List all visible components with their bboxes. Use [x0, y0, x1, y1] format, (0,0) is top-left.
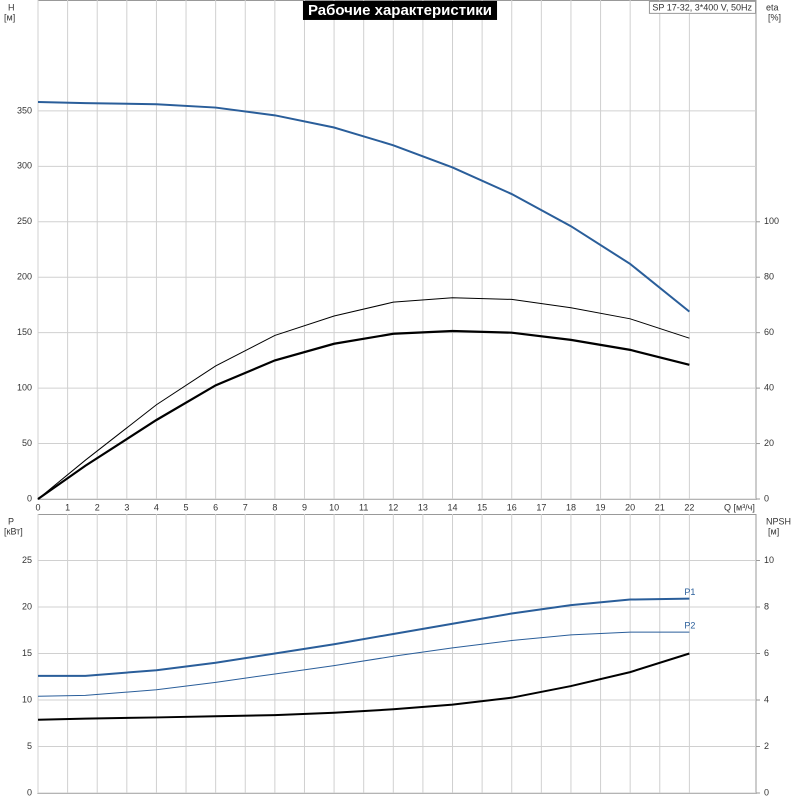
data-line: [37, 101, 691, 313]
x-tick-label: 15: [477, 502, 487, 512]
y-axis-label: H: [8, 2, 15, 12]
x-tick-label: 4: [154, 502, 159, 512]
x-tick-label: 20: [625, 502, 635, 512]
x-tick-label: 6: [213, 502, 218, 512]
x-tick-label: 10: [329, 502, 339, 512]
y-tick-label: 200: [17, 272, 32, 282]
y2-tick-label: 0: [764, 493, 769, 503]
x-tick-label: 13: [418, 502, 428, 512]
data-line: [37, 631, 690, 697]
x-tick-label: 5: [184, 502, 189, 512]
x-axis-label: Q [м³/ч]: [724, 502, 755, 512]
y2-tick-label: 4: [764, 694, 769, 704]
plot-frame: [37, 0, 757, 500]
y2-axis-unit: [%]: [768, 12, 781, 22]
y2-tick-label: 40: [764, 382, 774, 392]
x-tick-label: 11: [359, 502, 368, 512]
x-tick-label: 0: [35, 502, 40, 512]
x-tick-label: 18: [566, 502, 576, 512]
y-tick-label: 25: [22, 555, 32, 565]
x-tick-label: 3: [124, 502, 129, 512]
y-tick-label: 0: [27, 493, 32, 503]
x-tick-label: 22: [684, 502, 694, 512]
y-tick-label: 20: [22, 601, 32, 611]
x-tick-label: 7: [243, 502, 248, 512]
x-tick-label: 9: [302, 502, 307, 512]
y2-tick-label: 20: [764, 438, 774, 448]
series-label: P1: [684, 587, 695, 597]
x-tick-label: 8: [272, 502, 277, 512]
y2-tick-label: 80: [764, 272, 774, 282]
y2-tick-label: 10: [764, 555, 774, 565]
y-tick-label: 150: [17, 327, 32, 337]
x-tick-label: 12: [388, 502, 398, 512]
y2-tick-label: 100: [764, 216, 779, 226]
y2-tick-label: 8: [764, 601, 769, 611]
annotation-box: [648, 0, 756, 14]
y-tick-label: 10: [22, 694, 32, 704]
y-tick-label: 5: [27, 741, 32, 751]
x-tick-label: 19: [596, 502, 606, 512]
data-line: [37, 297, 690, 500]
y-tick-label: 300: [17, 161, 32, 171]
y-tick-label: 15: [22, 648, 32, 658]
x-tick-label: 16: [507, 502, 517, 512]
y-axis-unit: [кВт]: [4, 526, 23, 536]
y-tick-label: 50: [22, 438, 32, 448]
x-tick-label: 1: [65, 502, 70, 512]
title-box: [302, 0, 498, 20]
chart-title: Рабочие характеристики: [308, 2, 492, 19]
y-tick-label: 350: [17, 105, 32, 115]
x-tick-label: 14: [448, 502, 458, 512]
y-tick-label: 250: [17, 216, 32, 226]
y2-tick-label: 2: [764, 741, 769, 751]
y-axis-unit: [м]: [4, 12, 15, 22]
y2-tick-label: 0: [764, 787, 769, 797]
y2-tick-label: 6: [764, 648, 769, 658]
y-tick-label: 100: [17, 382, 32, 392]
x-tick-label: 21: [655, 502, 665, 512]
y2-axis-unit: [м]: [768, 526, 779, 536]
y2-axis-label: NPSH: [766, 516, 791, 526]
x-tick-label: 2: [95, 502, 100, 512]
annotation: SP 17-32, 3*400 V, 50Hz: [652, 2, 752, 12]
y2-axis-label: eta: [766, 2, 779, 12]
data-line: [37, 329, 690, 500]
x-tick-label: 17: [536, 502, 546, 512]
data-line: [38, 597, 690, 677]
y2-tick-label: 60: [764, 327, 774, 337]
y-axis-label: P: [8, 516, 14, 526]
series-label: P2: [684, 620, 695, 630]
data-line: [37, 652, 690, 721]
y-tick-label: 0: [27, 787, 32, 797]
